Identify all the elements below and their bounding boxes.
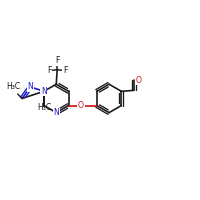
Text: O: O [78, 101, 84, 110]
Text: O: O [136, 76, 142, 85]
Text: H₃C: H₃C [37, 103, 51, 112]
Text: N: N [28, 82, 33, 91]
Text: N: N [41, 87, 47, 96]
Text: N: N [53, 108, 59, 117]
Text: F: F [47, 66, 51, 75]
Text: H₃C: H₃C [6, 82, 21, 91]
Text: F: F [55, 56, 59, 65]
Text: F: F [63, 66, 67, 75]
